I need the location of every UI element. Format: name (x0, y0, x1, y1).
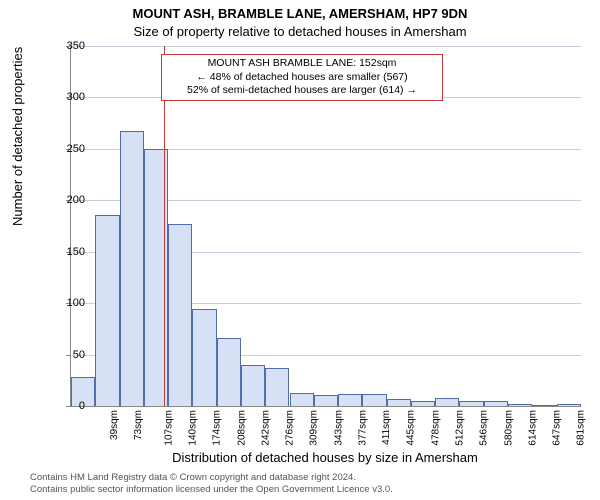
xtick-label: 512sqm (455, 410, 466, 446)
xtick-label: 276sqm (285, 410, 296, 446)
xtick-label: 140sqm (188, 410, 199, 446)
xtick-label: 208sqm (236, 410, 247, 446)
ytick-label: 150 (45, 246, 85, 258)
footer-line-1: Contains HM Land Registry data © Crown c… (30, 472, 393, 484)
chart-container: MOUNT ASH, BRAMBLE LANE, AMERSHAM, HP7 9… (0, 0, 600, 500)
xtick-label: 343sqm (333, 410, 344, 446)
histogram-bar (557, 404, 581, 406)
histogram-bar (532, 405, 556, 406)
xtick-label: 377sqm (358, 410, 369, 446)
ytick-label: 0 (45, 400, 85, 412)
histogram-bar (362, 394, 386, 406)
xtick-label: 73sqm (133, 410, 144, 440)
xtick-label: 242sqm (260, 410, 271, 446)
ytick-label: 250 (45, 143, 85, 155)
histogram-bar (217, 338, 241, 406)
histogram-bar (95, 215, 119, 406)
histogram-bar (484, 401, 508, 406)
histogram-bar (120, 131, 144, 406)
xtick-label: 546sqm (479, 410, 490, 446)
ytick-label: 200 (45, 194, 85, 206)
histogram-bar (290, 393, 314, 406)
ytick-label: 100 (45, 297, 85, 309)
histogram-bar (314, 395, 338, 406)
xtick-label: 309sqm (309, 410, 320, 446)
xtick-label: 411sqm (381, 410, 392, 445)
y-axis-label: Number of detached properties (10, 47, 25, 226)
histogram-bar (459, 401, 483, 406)
annotation-box: MOUNT ASH BRAMBLE LANE: 152sqm ← 48% of … (161, 54, 443, 101)
ytick-label: 300 (45, 91, 85, 103)
annotation-line-1: MOUNT ASH BRAMBLE LANE: 152sqm (168, 57, 436, 71)
histogram-bar (265, 368, 289, 406)
histogram-bar (241, 365, 265, 406)
plot-area: MOUNT ASH BRAMBLE LANE: 152sqm ← 48% of … (70, 46, 581, 407)
chart-title-sub: Size of property relative to detached ho… (0, 24, 600, 39)
histogram-bar (338, 394, 362, 406)
histogram-bar (387, 399, 411, 406)
xtick-label: 107sqm (163, 410, 174, 446)
xtick-label: 647sqm (552, 410, 563, 446)
histogram-bar (411, 401, 435, 406)
ytick-label: 50 (45, 349, 85, 361)
histogram-bar (192, 309, 216, 406)
chart-title-main: MOUNT ASH, BRAMBLE LANE, AMERSHAM, HP7 9… (0, 6, 600, 21)
xtick-label: 681sqm (576, 410, 587, 446)
footer-line-2: Contains public sector information licen… (30, 484, 393, 496)
gridline (71, 46, 581, 47)
xtick-label: 445sqm (406, 410, 417, 446)
annotation-line-2: ← 48% of detached houses are smaller (56… (168, 71, 436, 85)
histogram-bar (435, 398, 459, 406)
footer-attribution: Contains HM Land Registry data © Crown c… (30, 472, 393, 496)
histogram-bar (168, 224, 192, 406)
annotation-line-3: 52% of semi-detached houses are larger (… (168, 84, 436, 98)
ytick-label: 350 (45, 40, 85, 52)
xtick-label: 478sqm (430, 410, 441, 446)
xtick-label: 39sqm (109, 410, 120, 440)
xtick-label: 580sqm (503, 410, 514, 446)
histogram-bar (508, 404, 532, 406)
xtick-label: 174sqm (212, 410, 223, 446)
xtick-label: 614sqm (527, 410, 538, 446)
x-axis-label: Distribution of detached houses by size … (70, 450, 580, 465)
